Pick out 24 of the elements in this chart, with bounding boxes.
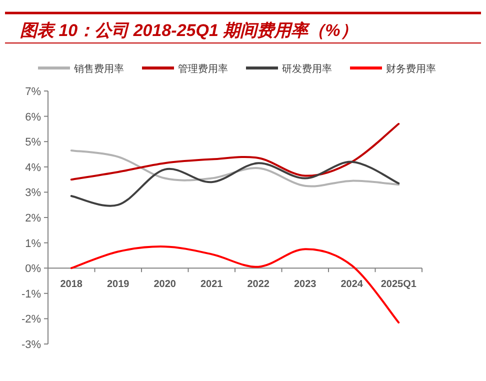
- legend-label: 财务费用率: [386, 63, 436, 75]
- x-tick-label: 2019: [107, 279, 130, 290]
- y-tick-label: 7%: [25, 86, 42, 98]
- x-tick-label: 2018: [60, 279, 83, 290]
- y-tick-label: 4%: [25, 162, 42, 174]
- legend-label: 研发费用率: [282, 63, 332, 75]
- x-tick-label: 2022: [247, 279, 270, 290]
- y-tick-label: -1%: [21, 288, 42, 300]
- y-tick-label: 0%: [25, 263, 42, 276]
- x-tick-label: 2020: [154, 279, 176, 290]
- title: 图表 10：公司 2018-25Q1 期间费用率（%）: [20, 21, 358, 40]
- y-tick-label: -3%: [21, 339, 42, 351]
- x-tick-label: 2023: [294, 279, 317, 290]
- x-tick-label: 2024: [340, 279, 364, 290]
- x-tick-label: 2025Q1: [380, 279, 417, 290]
- y-tick-label: -2%: [21, 314, 42, 326]
- y-tick-label: 6%: [25, 111, 42, 124]
- y-tick-label: 5%: [25, 136, 42, 149]
- y-tick-label: 3%: [25, 187, 42, 200]
- legend-label: 销售费用率: [73, 63, 124, 75]
- legend-label: 管理费用率: [178, 63, 228, 75]
- y-tick-label: 1%: [25, 238, 42, 250]
- y-tick-label: 2%: [25, 212, 42, 224]
- x-tick-label: 2021: [200, 279, 224, 290]
